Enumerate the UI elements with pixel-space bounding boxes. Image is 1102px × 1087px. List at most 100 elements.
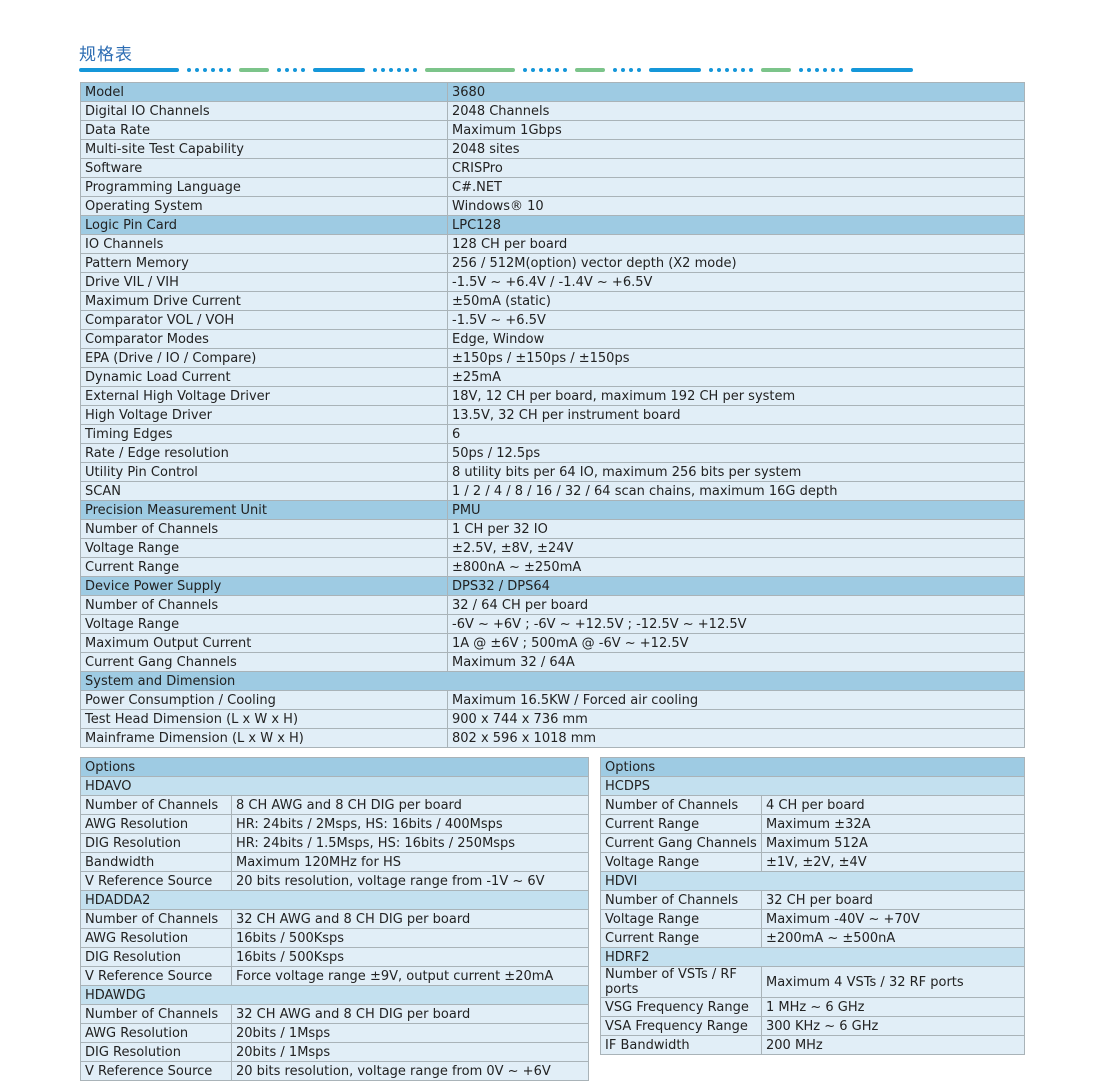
table-row: Number of VSTs / RF ports Maximum 4 VSTs … (600, 966, 1025, 998)
table-row: Number of Channels 32 / 64 CH per board (80, 595, 1025, 615)
table-row: High Voltage Driver 13.5V, 32 CH per inst… (80, 405, 1025, 425)
table-row: Operating System Windows® 10 (80, 196, 1025, 216)
table-row: Power Consumption / Cooling Maximum 16.5K… (80, 690, 1025, 710)
table-row: Number of Channels 4 CH per board (600, 795, 1025, 815)
options-table-left: Options HDAVO Number of Channels 8 CH AWG a… (80, 757, 589, 1081)
divider-segment (239, 68, 269, 72)
row-label: HDAWDG (80, 985, 589, 1005)
row-value: 256 / 512M(option) vector depth (X2 mode… (447, 253, 1025, 273)
row-value: Maximum 512A (761, 833, 1025, 853)
row-label: Digital IO Channels (80, 101, 448, 121)
row-value: 20bits / 1Msps (231, 1042, 589, 1062)
table-row: Comparator VOL / VOH -1.5V ~ +6.5V (80, 310, 1025, 330)
table-row: Options (80, 757, 589, 777)
row-label: Pattern Memory (80, 253, 448, 273)
table-row: Comparator Modes Edge, Window (80, 329, 1025, 349)
row-value: C#.NET (447, 177, 1025, 197)
table-row: Model 3680 (80, 82, 1025, 102)
row-value: CRISPro (447, 158, 1025, 178)
row-value: 8 CH AWG and 8 CH DIG per board (231, 795, 589, 815)
row-label: Options (600, 757, 1025, 777)
divider-segment (187, 68, 231, 72)
row-label: Utility Pin Control (80, 462, 448, 482)
table-row: DIG Resolution HR: 24bits / 1.5Msps, HS: … (80, 833, 589, 853)
row-label: EPA (Drive / IO / Compare) (80, 348, 448, 368)
row-label: DIG Resolution (80, 1042, 232, 1062)
row-label: Number of Channels (80, 519, 448, 539)
table-row: AWG Resolution HR: 24bits / 2Msps, HS: 16… (80, 814, 589, 834)
row-label: High Voltage Driver (80, 405, 448, 425)
row-value: -6V ~ +6V ; -6V ~ +12.5V ; -12.5V ~ +12.… (447, 614, 1025, 634)
row-label: AWG Resolution (80, 814, 232, 834)
row-value: 13.5V, 32 CH per instrument board (447, 405, 1025, 425)
row-value: 32 / 64 CH per board (447, 595, 1025, 615)
row-value: HR: 24bits / 2Msps, HS: 16bits / 400Msps (231, 814, 589, 834)
row-label: Data Rate (80, 120, 448, 140)
row-label: IO Channels (80, 234, 448, 254)
row-label: Number of Channels (80, 1004, 232, 1024)
row-label: Current Gang Channels (600, 833, 762, 853)
row-label: Power Consumption / Cooling (80, 690, 448, 710)
table-row: VSA Frequency Range 300 KHz ~ 6 GHz (600, 1016, 1025, 1036)
divider-segment (851, 68, 913, 72)
divider-segment (373, 68, 417, 72)
table-row: Digital IO Channels 2048 Channels (80, 101, 1025, 121)
table-row: Timing Edges 6 (80, 424, 1025, 444)
table-row: Drive VIL / VIH -1.5V ~ +6.4V / -1.4V ~ +… (80, 272, 1025, 292)
table-row: HDRF2 (600, 947, 1025, 967)
table-row: Current Gang Channels Maximum 32 / 64A (80, 652, 1025, 672)
row-label: Software (80, 158, 448, 178)
table-row: Dynamic Load Current ±25mA (80, 367, 1025, 387)
table-row: Logic Pin Card LPC128 (80, 215, 1025, 235)
divider-segment (799, 68, 843, 72)
row-value: -1.5V ~ +6.5V (447, 310, 1025, 330)
row-value: 20bits / 1Msps (231, 1023, 589, 1043)
row-value: Maximum 120MHz for HS (231, 852, 589, 872)
row-value: ±150ps / ±150ps / ±150ps (447, 348, 1025, 368)
row-label: Current Range (600, 814, 762, 834)
row-value: ±25mA (447, 367, 1025, 387)
row-label: V Reference Source (80, 1061, 232, 1081)
row-label: Current Gang Channels (80, 652, 448, 672)
row-value: 1 CH per 32 IO (447, 519, 1025, 539)
row-label: Programming Language (80, 177, 448, 197)
row-label: Maximum Output Current (80, 633, 448, 653)
row-label: HCDPS (600, 776, 1025, 796)
table-row: Voltage Range Maximum -40V ~ +70V (600, 909, 1025, 929)
row-label: Device Power Supply (80, 576, 448, 596)
row-value: 32 CH AWG and 8 CH DIG per board (231, 909, 589, 929)
table-row: SCAN 1 / 2 / 4 / 8 / 16 / 32 / 64 scan ch… (80, 481, 1025, 501)
row-value: PMU (447, 500, 1025, 520)
table-row: Multi-site Test Capability 2048 sites (80, 139, 1025, 159)
row-value: Maximum 1Gbps (447, 120, 1025, 140)
table-row: Voltage Range ±1V, ±2V, ±4V (600, 852, 1025, 872)
row-value: 4 CH per board (761, 795, 1025, 815)
row-value: 16bits / 500Ksps (231, 928, 589, 948)
row-value: 2048 sites (447, 139, 1025, 159)
table-row: Current Gang Channels Maximum 512A (600, 833, 1025, 853)
row-value: ±200mA ~ ±500nA (761, 928, 1025, 948)
row-value: 802 x 596 x 1018 mm (447, 728, 1025, 748)
table-row: EPA (Drive / IO / Compare) ±150ps / ±150p… (80, 348, 1025, 368)
row-label: HDADDA2 (80, 890, 589, 910)
row-label: Voltage Range (80, 614, 448, 634)
row-value: Maximum 16.5KW / Forced air cooling (447, 690, 1025, 710)
row-label: Mainframe Dimension (L x W x H) (80, 728, 448, 748)
row-value: 1 / 2 / 4 / 8 / 16 / 32 / 64 scan chains… (447, 481, 1025, 501)
row-label: HDVI (600, 871, 1025, 891)
table-row: HDAVO (80, 776, 589, 796)
row-label: Timing Edges (80, 424, 448, 444)
row-label: Number of Channels (600, 795, 762, 815)
table-row: HCDPS (600, 776, 1025, 796)
table-row: V Reference Source Force voltage range ±9… (80, 966, 589, 986)
table-row: Data Rate Maximum 1Gbps (80, 120, 1025, 140)
table-row: V Reference Source 20 bits resolution, vo… (80, 1061, 589, 1081)
table-row: Maximum Drive Current ±50mA (static) (80, 291, 1025, 311)
row-label: Current Range (600, 928, 762, 948)
row-value: Maximum -40V ~ +70V (761, 909, 1025, 929)
row-label: Number of Channels (600, 890, 762, 910)
table-row: Current Range ±200mA ~ ±500nA (600, 928, 1025, 948)
table-row: Rate / Edge resolution 50ps / 12.5ps (80, 443, 1025, 463)
row-value: ±50mA (static) (447, 291, 1025, 311)
row-value: Maximum ±32A (761, 814, 1025, 834)
